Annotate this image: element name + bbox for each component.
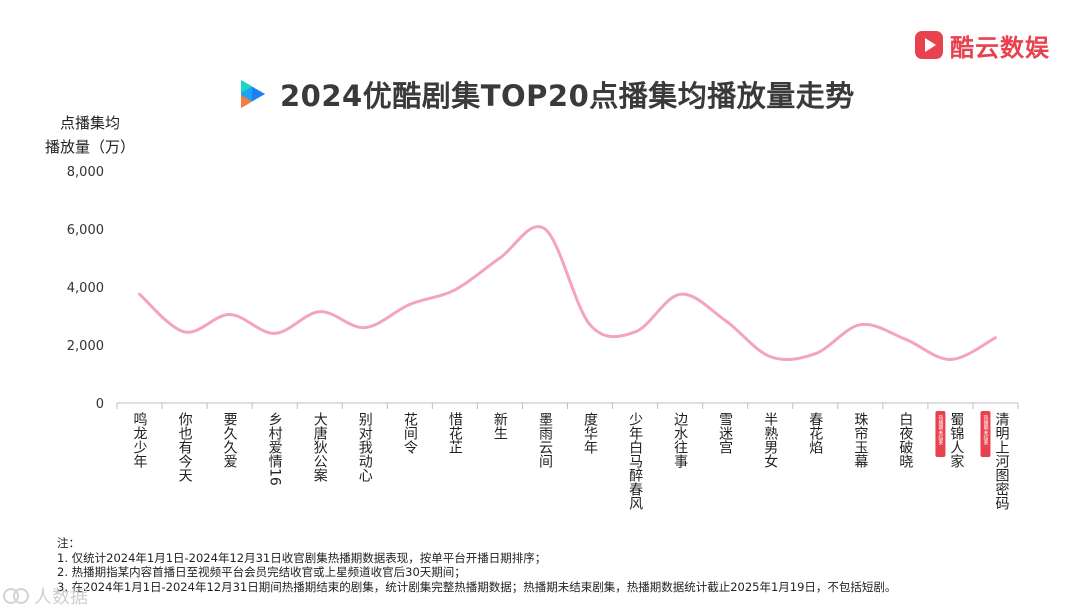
youku-logo-icon bbox=[241, 80, 265, 108]
x-tick-label: 乡村爱情16 bbox=[267, 412, 283, 486]
x-tick-label: 春花焰 bbox=[807, 412, 823, 454]
x-tick-label: 鸣龙少年 bbox=[132, 411, 148, 468]
x-tick-label: 墨雨云间 bbox=[537, 412, 553, 469]
y-tick-label: 6,000 bbox=[67, 223, 104, 238]
x-tick-label: 花间令 bbox=[402, 412, 418, 454]
y-tick-label: 8,000 bbox=[67, 165, 104, 180]
y-axis-title: 点播集均 播放量（万） bbox=[40, 111, 140, 159]
line-chart: 0 2,000 4,000 6,000 8,000 鸣龙少年 你也有今天 要久久爱 乡村爱情16… bbox=[67, 165, 1019, 511]
status-badge-label: 热播期未结束 bbox=[982, 414, 988, 446]
y-axis-title-line-1: 点播集均 bbox=[59, 114, 120, 132]
series-line bbox=[138, 225, 997, 362]
x-tick-label: 大唐狄公案 bbox=[312, 412, 328, 482]
footnote-line-1: 1. 仅统计2024年1月1日-2024年12月31日收官剧集热播期数据表现，按… bbox=[57, 550, 547, 565]
footnote-title: 注： bbox=[57, 536, 80, 550]
footnote-line-3: 3. 在2024年1月1日-2024年12月31日期间热播期结束的剧集，统计剧集… bbox=[57, 579, 897, 594]
y-tick-label: 4,000 bbox=[67, 281, 104, 296]
status-badge bbox=[935, 411, 946, 457]
x-tick-label: 清明上河图密码 bbox=[993, 412, 1009, 510]
x-tick-label: 蜀锦人家 bbox=[948, 412, 964, 468]
x-tick-label: 边水往事 bbox=[672, 412, 688, 468]
x-tick-label: 半熟男女 bbox=[762, 412, 778, 468]
x-tick-label: 你也有今天 bbox=[177, 412, 193, 482]
y-axis-title-line-2: 播放量（万） bbox=[44, 138, 135, 156]
brand-name: 酷云数娱 bbox=[950, 33, 1050, 62]
x-tick-label: 要久久爱 bbox=[222, 412, 238, 468]
footnote-line-2: 2. 热播期指某内容首播日至视频平台会员完结收官或上星频道收官后30天期间； bbox=[57, 565, 466, 579]
play-icon bbox=[915, 31, 943, 59]
status-badge-label: 热播期未结束 bbox=[937, 414, 943, 446]
x-tick-label: 珠帘玉幕 bbox=[852, 412, 868, 468]
watermark: 人数据 bbox=[2, 583, 88, 609]
x-tick-label: 雪迷宫 bbox=[717, 412, 733, 454]
x-tick-label: 白夜破晓 bbox=[897, 412, 913, 469]
y-tick-label: 2,000 bbox=[67, 339, 104, 354]
x-tick-label: 别对我动心 bbox=[357, 412, 373, 482]
y-tick-label: 0 bbox=[96, 397, 104, 412]
watermark-text: 人数据 bbox=[34, 587, 88, 608]
watermark-icon bbox=[3, 588, 29, 604]
x-tick-label: 新生 bbox=[492, 412, 508, 440]
page-title: 2024优酷剧集TOP20点播集均播放量走势 bbox=[280, 79, 855, 113]
x-tick-label: 惜花芷 bbox=[447, 412, 463, 454]
footnotes: 注： 1. 仅统计2024年1月1日-2024年12月31日收官剧集热播期数据表… bbox=[57, 536, 1057, 594]
chart-title: 2024优酷剧集TOP20点播集均播放量走势 bbox=[238, 74, 855, 114]
x-tick-label: 少年白马醉春风 bbox=[627, 412, 643, 511]
status-badge bbox=[980, 411, 991, 457]
brand-logo: 酷云数娱 bbox=[914, 28, 1050, 62]
x-tick-label: 度华年 bbox=[582, 412, 598, 454]
